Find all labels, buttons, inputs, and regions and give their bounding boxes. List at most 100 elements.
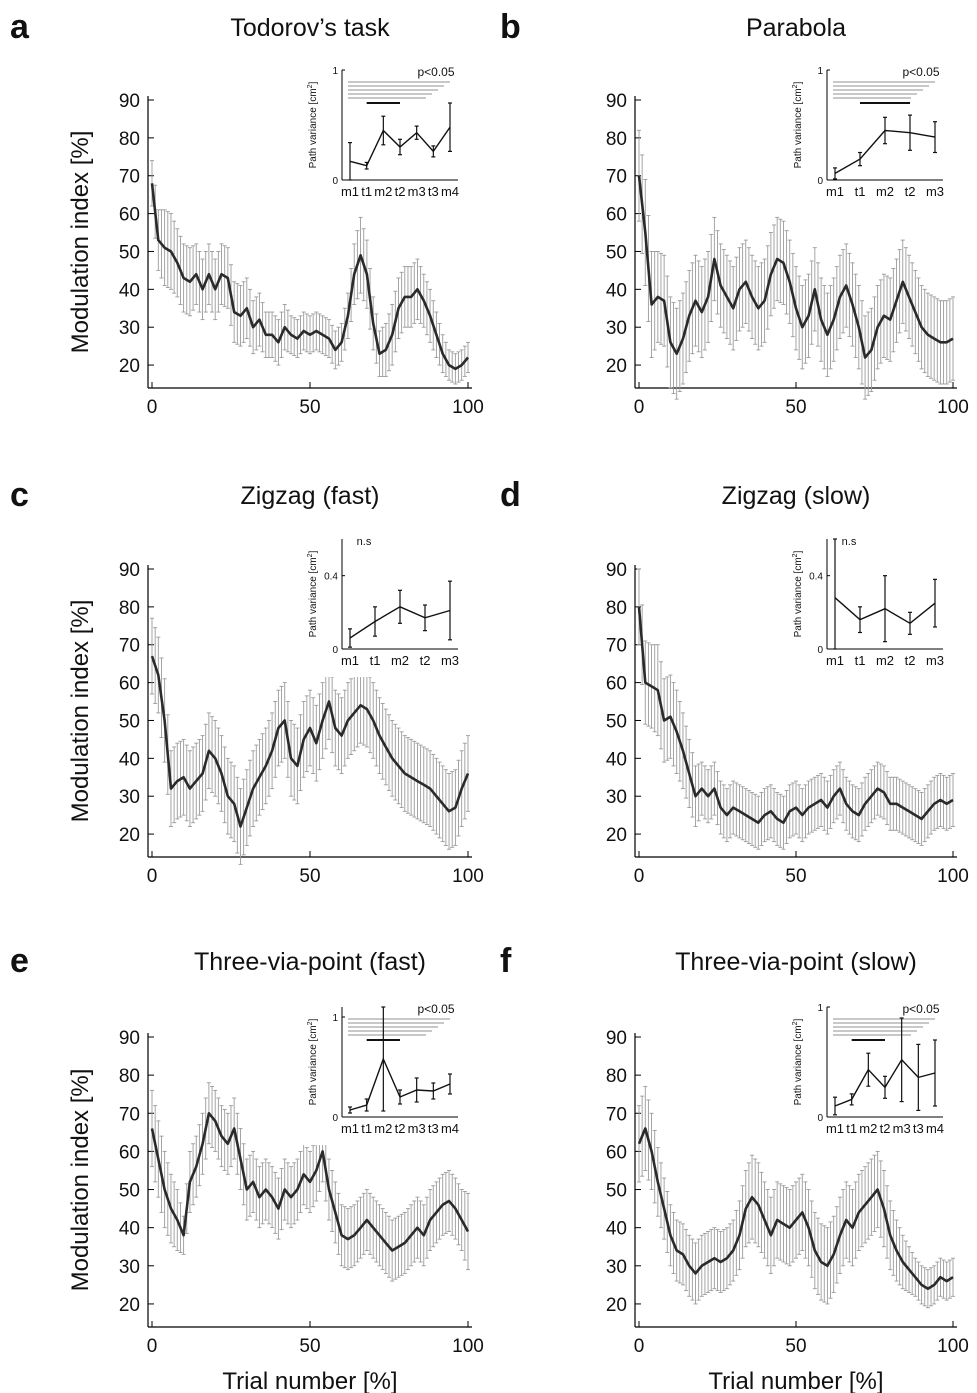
inset-chart: 0 1 m1 t1 m2 t2 m3 t3 m4 Path variance [cm2] p<0.0…	[290, 999, 466, 1145]
y-axis-label: Modulation index [%]	[67, 1069, 94, 1292]
panel-title: Three-via-point (slow)	[675, 948, 917, 976]
inset-y-label-end: ]	[308, 1018, 319, 1021]
x-tick-label: 100	[937, 1336, 969, 1357]
x-tick-label: 50	[785, 397, 806, 418]
y-tick-label: 90	[606, 560, 627, 581]
inset-y-tick-label: 1	[332, 1013, 338, 1024]
x-tick-label: 0	[634, 866, 645, 887]
y-tick-label: 70	[606, 1104, 627, 1125]
y-tick-label: 80	[119, 129, 140, 150]
inset-y-tick-label: 0	[332, 1113, 338, 1124]
inset-x-tick-label: t2	[395, 1121, 406, 1136]
inset-x-tick-label: m1	[341, 653, 359, 668]
y-tick-label: 80	[119, 598, 140, 619]
panel-letter: d	[500, 476, 521, 514]
y-tick-label: 40	[606, 280, 627, 301]
y-tick-label: 90	[606, 1028, 627, 1049]
inset-y-label-sup: 2	[792, 1021, 799, 1025]
inset-x-tick-label: m3	[926, 653, 944, 668]
inset-y-label-text: Path variance [cm	[308, 557, 319, 637]
inset-x-tick-label: m2	[374, 184, 392, 199]
inset-x-tick-label: t2	[880, 1121, 891, 1136]
inset-variance-line	[834, 129, 936, 175]
inset-y-label: Path variance [cm2]	[792, 550, 804, 637]
panel-letter: a	[10, 8, 30, 46]
inset-x-tick-label: m3	[441, 653, 459, 668]
y-tick-label: 90	[119, 1028, 140, 1049]
modulation-line	[150, 655, 470, 828]
inset-y-label-end: ]	[308, 81, 319, 84]
y-tick-label: 50	[119, 1181, 140, 1202]
y-tick-label: 90	[119, 91, 140, 112]
x-axis-label: Trial number [%]	[222, 1368, 397, 1393]
inset-y-tick-label: 0.4	[809, 572, 823, 583]
inset-variance-line	[834, 597, 936, 625]
inset-significance-label: p<0.05	[902, 65, 939, 79]
inset-x-tick-label: t2	[905, 184, 916, 199]
inset-x-tick-label: m3	[926, 184, 944, 199]
y-tick-label: 40	[119, 749, 140, 770]
inset-x-tick-label: m2	[876, 653, 894, 668]
inset-variance-line	[349, 1057, 451, 1111]
x-tick-label: 100	[452, 1336, 484, 1357]
y-tick-label: 30	[606, 787, 627, 808]
inset-variance-line	[349, 126, 451, 167]
inset-x-tick-label: m1	[826, 1121, 844, 1136]
x-tick-label: 50	[785, 1336, 806, 1357]
y-tick-label: 40	[119, 1219, 140, 1240]
inset-y-label-sup: 2	[307, 553, 314, 557]
y-tick-label: 80	[606, 598, 627, 619]
modulation-line	[637, 606, 954, 825]
y-axis-label: Modulation index [%]	[67, 600, 94, 823]
x-tick-label: 50	[785, 866, 806, 887]
y-tick-label: 90	[606, 91, 627, 112]
x-tick-label: 0	[147, 1336, 158, 1357]
inset-significance-label: p<0.05	[902, 1002, 939, 1016]
y-tick-label: 30	[119, 318, 140, 339]
x-tick-label: 50	[299, 866, 320, 887]
panel-title: Zigzag (slow)	[722, 482, 871, 510]
inset-y-label-end: ]	[793, 550, 804, 553]
panel-e: e Three-via-point (fast)20304050607080900…	[10, 942, 484, 1393]
y-tick-label: 60	[606, 205, 627, 226]
y-tick-label: 20	[119, 356, 140, 377]
inset-y-label: Path variance [cm2]	[792, 1018, 804, 1105]
y-tick-label: 30	[606, 318, 627, 339]
inset-background	[290, 531, 466, 677]
x-tick-label: 0	[147, 866, 158, 887]
inset-x-tick-label: m3	[408, 184, 426, 199]
inset-significance-label: p<0.05	[417, 1002, 454, 1016]
inset-y-label: Path variance [cm2]	[792, 81, 804, 168]
y-tick-label: 20	[119, 1295, 140, 1316]
y-axis-label: Modulation index [%]	[67, 131, 94, 354]
inset-x-tick-label: t1	[370, 653, 381, 668]
x-axis-label: Trial number [%]	[708, 1368, 883, 1393]
inset-y-label-end: ]	[793, 81, 804, 84]
y-tick-label: 40	[119, 280, 140, 301]
panel-title: Todorov’s task	[230, 14, 390, 42]
inset-x-tick-label: t3	[428, 184, 439, 199]
panel-d: d Zigzag (slow) 20 30 40 50 60 70 80 90 0 50 100 0 0.4…	[500, 476, 969, 887]
inset-y-label-end: ]	[308, 550, 319, 553]
panel-title: Three-via-point (fast)	[194, 948, 426, 976]
inset-y-label-text: Path variance [cm	[308, 88, 319, 168]
inset-chart: 0 1 m1 t1 m2 t2 m3 t3 m4 Path variance [cm2] p<0.0…	[775, 999, 951, 1145]
inset-x-tick-label: t3	[428, 1121, 439, 1136]
x-tick-label: 50	[299, 1336, 320, 1357]
inset-x-tick-label: m2	[859, 1121, 877, 1136]
y-tick-label: 50	[606, 1181, 627, 1202]
y-tick-label: 20	[119, 825, 140, 846]
inset-chart: 0 1 m1 t1 m2 t2 m3 t3 m4 Path variance [cm2] p<0.0…	[290, 62, 466, 208]
x-tick-label: 100	[937, 866, 969, 887]
inset-y-tick-label: 0	[817, 645, 823, 656]
inset-x-tick-label: m3	[893, 1121, 911, 1136]
inset-x-tick-label: t1	[846, 1121, 857, 1136]
modulation-line	[150, 1112, 470, 1252]
inset-x-tick-label: t1	[361, 1121, 372, 1136]
inset-x-tick-label: t1	[855, 184, 866, 199]
inset-significance-label: n.s	[842, 536, 857, 548]
x-tick-label: 0	[634, 397, 645, 418]
inset-background	[775, 531, 951, 677]
